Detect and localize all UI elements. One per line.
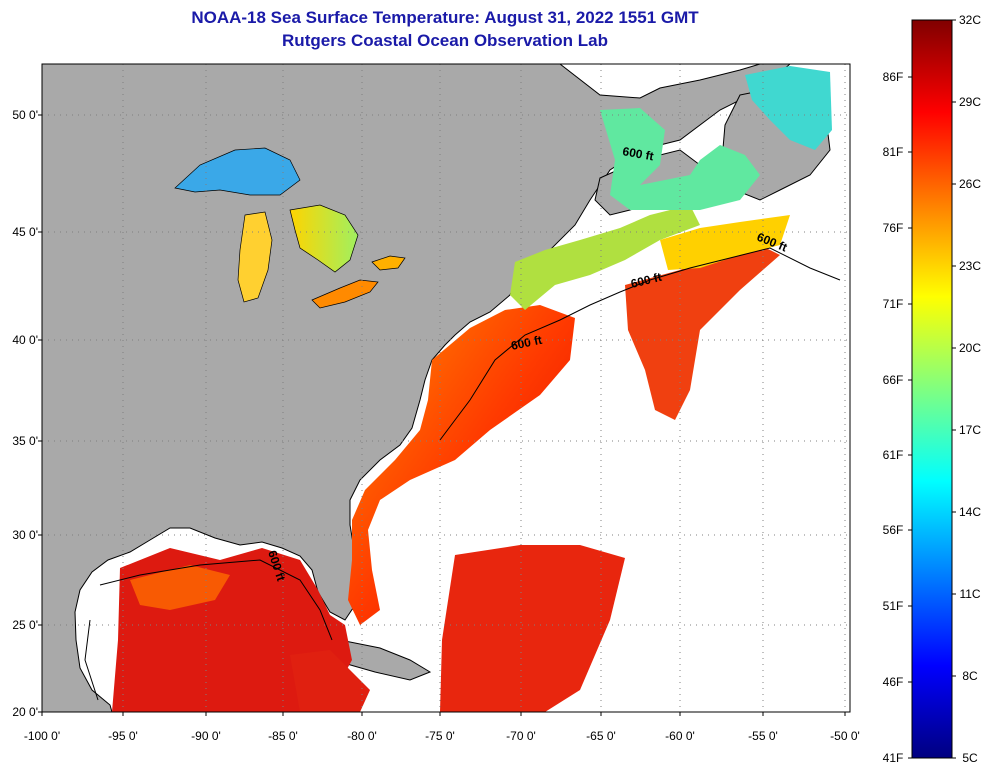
sst-gulf-st-lawrence: [600, 108, 760, 210]
isobath-line-gulf: [99, 559, 333, 641]
map-frame: [41, 63, 851, 713]
latitude-label: 25 0': [12, 618, 38, 632]
sst-scotian-shelf: [660, 215, 790, 270]
longitude-label: -55 0': [748, 729, 778, 743]
isobath-line-gulf-inner: [84, 619, 99, 701]
sst-offshore-northeast: [625, 245, 780, 420]
latitude-label: 20 0': [12, 705, 38, 719]
longitude-label: -70 0': [506, 729, 536, 743]
sst-gulf-patch-orange: [130, 565, 230, 610]
lake-huron: [289, 204, 359, 273]
isobath-line-atlantic: [439, 247, 841, 441]
longitude-label: -80 0': [347, 729, 377, 743]
sst-east-coast: [348, 305, 575, 625]
longitude-label: -85 0': [268, 729, 298, 743]
longitude-label: -90 0': [191, 729, 221, 743]
latitude-labels: 50 0' 45 0' 40 0' 35 0' 30 0' 25 0' 20 0': [12, 108, 42, 719]
graticule: [41, 64, 850, 713]
lake-michigan: [237, 211, 273, 303]
latitude-label: 45 0': [12, 225, 38, 239]
latitude-label: 30 0': [12, 528, 38, 542]
sst-atlantic-south-block: [440, 545, 625, 712]
map-subtitle: Rutgers Coastal Ocean Observation Lab: [282, 31, 608, 50]
isobath-label: 600 ft: [621, 144, 654, 163]
longitude-label: -60 0': [665, 729, 695, 743]
latitude-label: 50 0': [12, 108, 38, 122]
longitude-label: -100 0': [24, 729, 60, 743]
longitude-label: -50 0': [830, 729, 860, 743]
longitude-label: -75 0': [425, 729, 455, 743]
longitude-labels: -100 0' -95 0' -90 0' -85 0' -80 0' -75 0' -70…: [24, 712, 860, 743]
longitude-label: -95 0': [108, 729, 138, 743]
sst-labrador: [745, 66, 832, 150]
latitude-label: 35 0': [12, 434, 38, 448]
lake-ontario: [371, 255, 406, 271]
longitude-label: -65 0': [586, 729, 616, 743]
isobath-label: 600 ft: [510, 333, 544, 353]
lake-superior: [174, 147, 301, 196]
map-title: NOAA-18 Sea Surface Temperature: August …: [191, 8, 699, 27]
latitude-label: 40 0': [12, 333, 38, 347]
land-north-america: [41, 63, 792, 713]
sst-caribbean-west: [290, 650, 370, 712]
sst-gulf-of-maine: [510, 205, 700, 310]
